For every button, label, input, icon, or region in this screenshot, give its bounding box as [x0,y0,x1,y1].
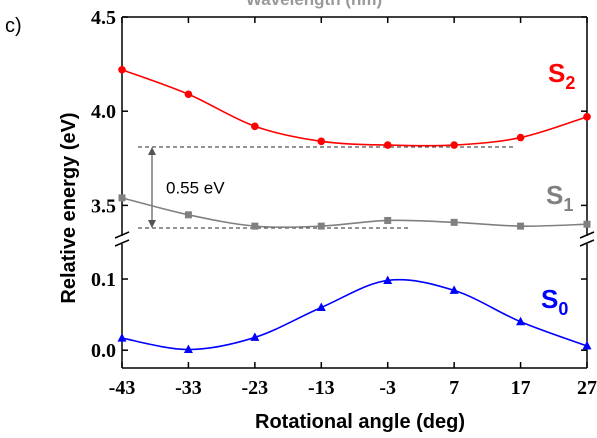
series-line-s0 [121,278,588,351]
data-point [251,122,259,131]
series-label-s2: S2 [548,58,575,93]
data-point [450,141,458,149]
data-point [384,216,392,224]
series-s0: S0 [117,275,592,353]
x-tick-label: -43 [109,377,136,399]
top-axis-label: Wavelength (nm) [246,0,382,9]
x-tick-label: 7 [449,377,459,399]
x-tick-label: 27 [577,377,597,399]
x-axis-ticks: -43 -33 -23 -13 -3 7 17 27 [109,17,597,399]
x-tick-label: -33 [175,377,202,399]
series-layer: S2 S1 S0 [117,58,592,353]
data-point [317,222,325,230]
data-point [184,211,192,219]
data-point [449,285,459,294]
y-axis-ticks: 3.5 4.0 4.5 0.0 0.1 [91,7,587,362]
x-tick-label: -3 [379,377,396,399]
data-point [516,316,526,326]
series-label-subscript: 2 [565,73,575,93]
axis-break-marks [114,231,595,247]
data-point [251,222,259,230]
y-tick-label: 0.1 [91,269,116,291]
data-point [316,302,326,311]
data-point [183,344,193,353]
data-point [383,141,392,149]
plot-area: 3.5 4.0 4.5 0.0 0.1 -43 -33 -23 -13 -3 7 17 27 0.55… [91,7,597,399]
series-label-s1: S1 [546,180,573,215]
y-tick-label: 3.5 [91,195,116,217]
energy-gap-annotation: 0.55 eV [138,146,515,229]
data-point [517,222,525,230]
y-tick-label: 4.0 [91,101,116,123]
x-axis-label: Rotational angle (deg) [255,411,465,433]
series-label-subscript: 0 [558,299,568,319]
data-point [450,218,458,226]
data-point [383,275,393,284]
series-label-subscript: 1 [563,195,573,215]
series-s2: S2 [118,58,591,149]
data-point [317,137,326,146]
axis-break-mark [114,231,130,239]
data-point [117,333,127,342]
data-point [250,332,260,341]
series-s1: S1 [118,180,591,230]
y-tick-label: 4.5 [91,7,116,29]
gap-arrow-head-top [148,146,156,155]
axis-break-mark [579,239,595,247]
data-point [583,113,591,121]
data-point [184,90,193,99]
axis-break-mark [579,231,595,239]
x-tick-label: -13 [308,377,335,399]
gap-arrow-head-bottom [148,220,156,228]
data-point [118,194,126,202]
x-tick-label: -23 [242,377,269,399]
data-point [516,133,525,142]
gap-annotation-label: 0.55 eV [166,178,225,197]
x-tick-label: 17 [511,377,531,399]
data-point [582,340,592,350]
series-line-s1 [121,197,588,229]
panel-label: c) [5,15,22,37]
data-point [118,65,126,74]
y-tick-label: 0.0 [91,340,116,362]
axis-break-mark [114,239,130,247]
series-label-s0: S0 [541,284,568,319]
series-line-s2 [121,68,588,147]
y-axis-label: Relative energy (eV) [58,112,80,303]
data-point [583,220,591,228]
